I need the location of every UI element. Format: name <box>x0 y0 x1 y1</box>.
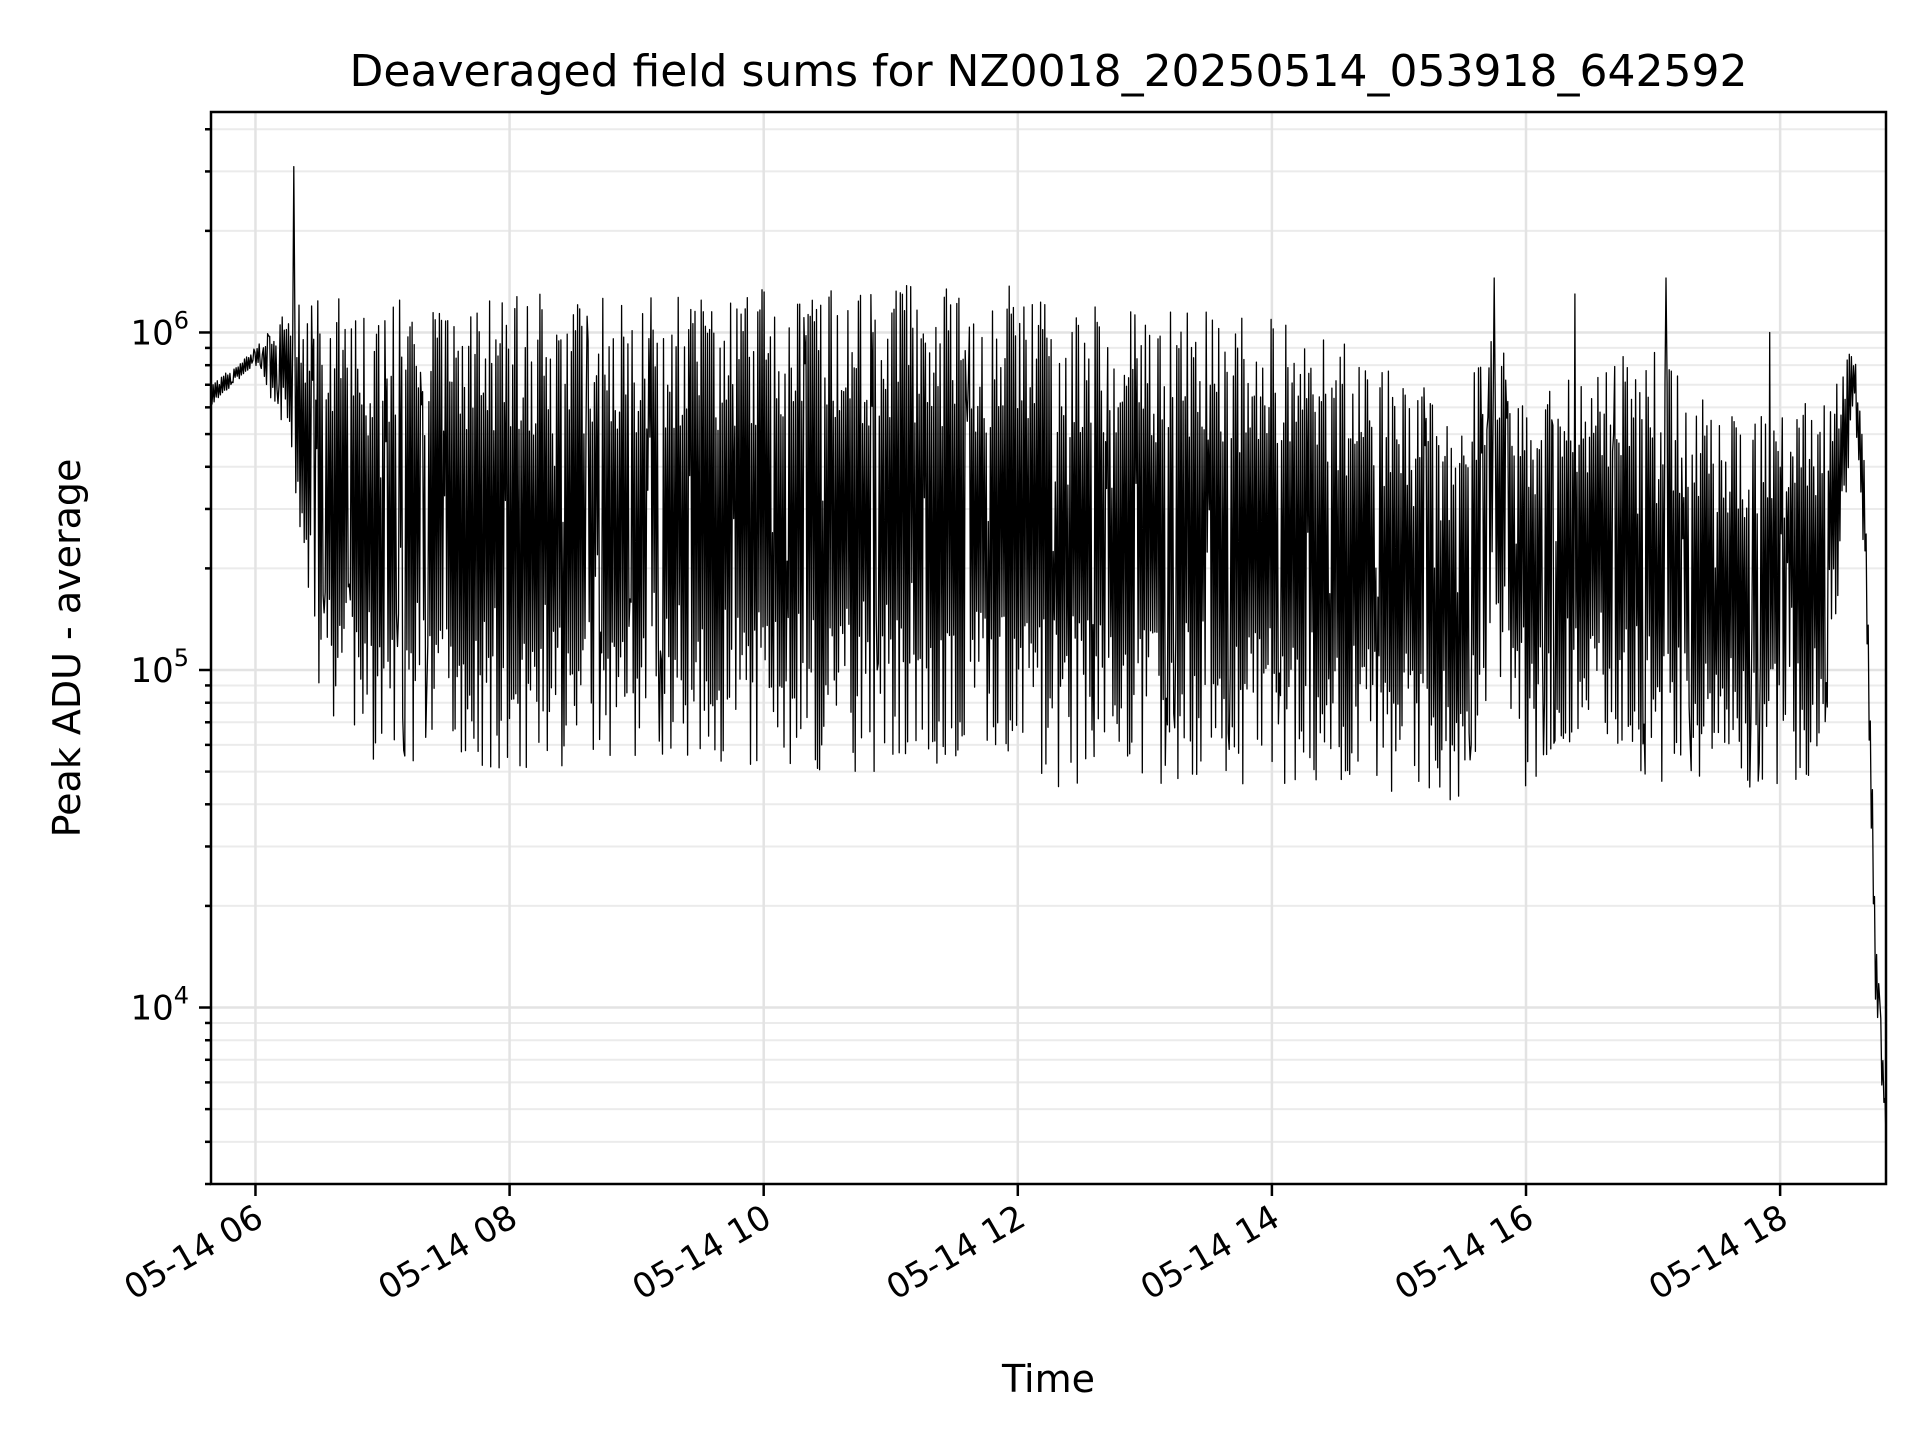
x-axis-label: Time <box>1001 1357 1095 1401</box>
plot-frame <box>209 110 1888 1186</box>
y-tick-label: 104 <box>130 982 189 1029</box>
y-axis-label: Peak ADU - average <box>45 459 89 838</box>
chart-title: Deaveraged field sums for NZ0018_2025051… <box>350 46 1748 97</box>
y-tick-label: 106 <box>130 306 189 353</box>
y-tick-label: 105 <box>130 644 189 691</box>
series-group <box>210 165 1887 1139</box>
y-axis: 104 105 106 <box>130 128 211 1186</box>
series-line <box>210 165 1887 1139</box>
